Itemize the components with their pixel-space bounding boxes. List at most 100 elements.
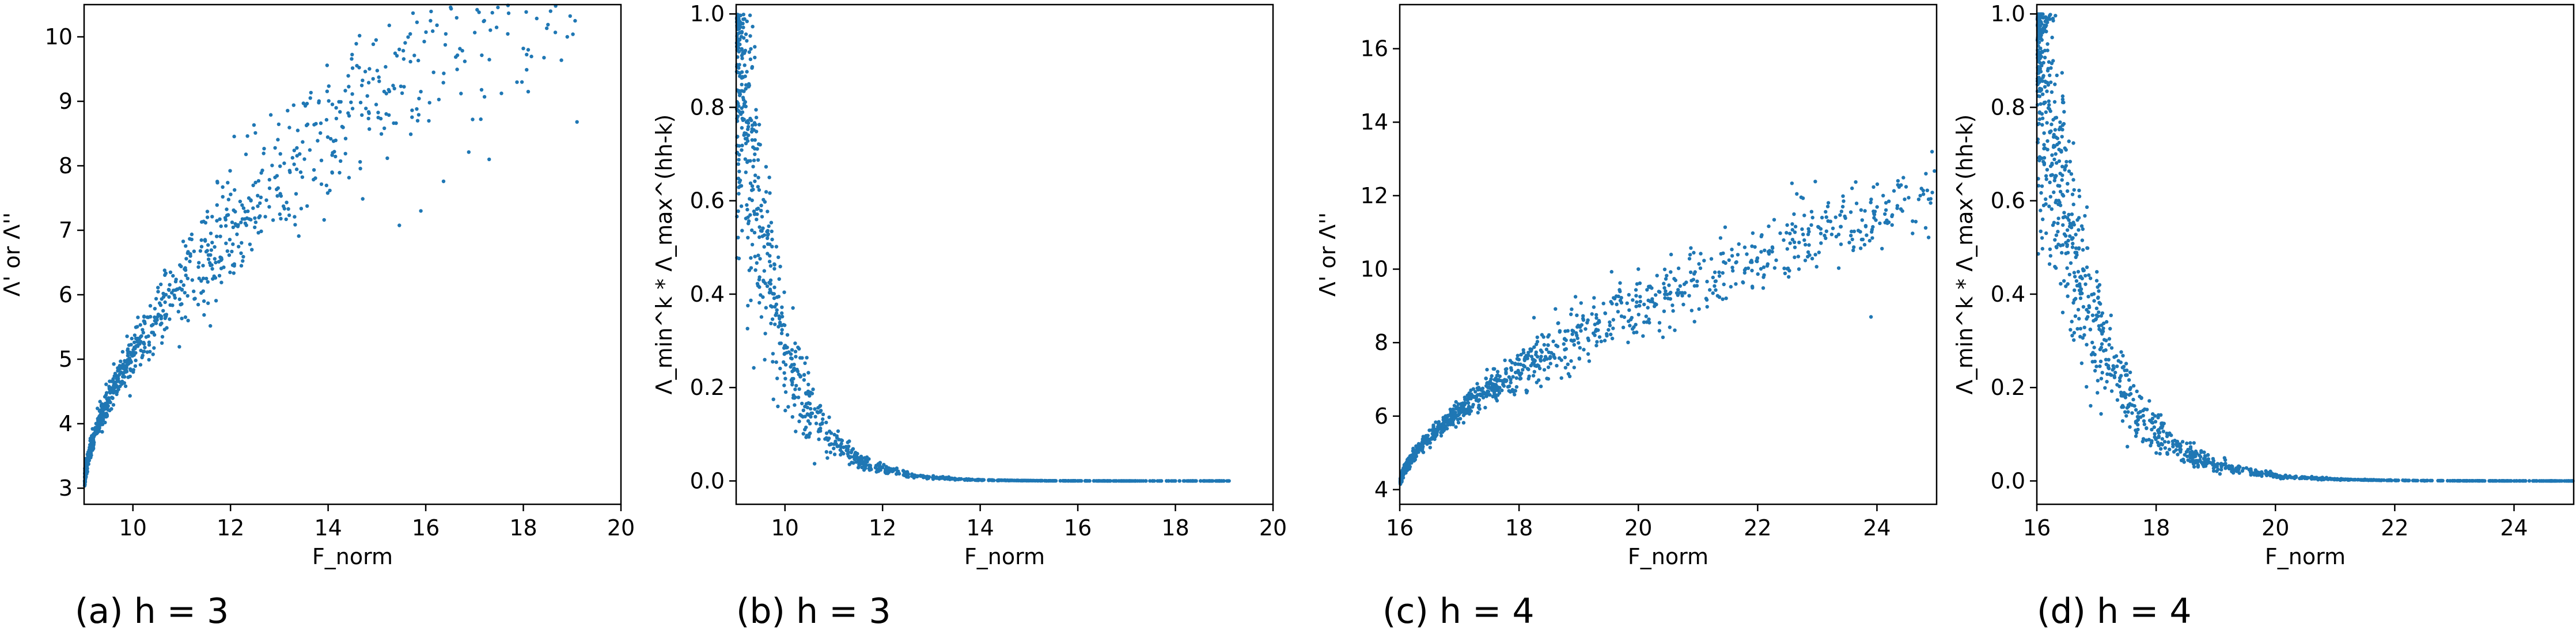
data-point — [2037, 94, 2042, 98]
data-point — [204, 276, 209, 281]
data-point — [2180, 458, 2185, 462]
data-point — [2219, 465, 2223, 469]
data-point — [2059, 150, 2063, 154]
x-tick-label: 20 — [607, 515, 635, 541]
data-point — [197, 261, 201, 265]
data-point — [1914, 219, 1918, 224]
data-point — [330, 102, 335, 106]
data-point — [2092, 345, 2096, 349]
data-point — [477, 10, 481, 14]
data-point — [417, 97, 421, 101]
data-point — [1661, 335, 1665, 340]
y-tick-label: 8 — [1374, 330, 1388, 355]
data-point — [156, 286, 160, 290]
data-point — [2071, 301, 2075, 305]
data-point — [292, 149, 296, 153]
data-point — [771, 292, 775, 296]
data-point — [2135, 419, 2139, 423]
data-point — [756, 158, 760, 162]
data-point — [1414, 444, 1418, 448]
data-point — [2115, 364, 2119, 368]
data-point — [118, 380, 122, 384]
data-point — [366, 81, 371, 85]
data-point — [2118, 376, 2122, 380]
data-point — [122, 381, 126, 385]
data-point — [2038, 89, 2042, 93]
x-tick-label: 22 — [1744, 515, 1771, 541]
data-point — [1647, 321, 1651, 325]
data-point — [2040, 184, 2044, 188]
data-point — [339, 100, 343, 104]
data-point — [2060, 128, 2064, 132]
data-point — [1698, 266, 1703, 271]
data-point — [1063, 479, 1067, 483]
data-point — [482, 95, 487, 99]
data-point — [1657, 290, 1661, 294]
data-point — [2077, 188, 2081, 192]
data-point — [276, 122, 281, 127]
data-point — [1505, 379, 1509, 383]
data-point — [105, 397, 109, 401]
data-point — [441, 81, 445, 85]
data-point — [2155, 428, 2160, 433]
data-point — [286, 109, 290, 113]
data-point — [2112, 374, 2116, 378]
data-point — [1804, 242, 1808, 247]
data-point — [359, 83, 364, 88]
data-point — [1458, 410, 1462, 414]
data-point — [354, 41, 358, 46]
data-point — [1774, 258, 1778, 263]
x-axis-label: F_norm — [964, 544, 1045, 569]
data-point — [1608, 320, 1612, 324]
data-point — [198, 249, 203, 253]
data-point — [1597, 318, 1601, 323]
data-point — [101, 417, 105, 421]
data-point — [819, 423, 823, 427]
data-point — [325, 135, 330, 139]
data-point — [473, 31, 477, 35]
data-point — [2083, 282, 2088, 286]
data-point — [2075, 218, 2079, 222]
data-point — [744, 170, 748, 174]
data-point — [737, 169, 741, 173]
data-point — [751, 188, 755, 192]
data-point — [2090, 340, 2094, 345]
data-point — [742, 89, 746, 93]
data-point — [1672, 277, 1676, 281]
data-point — [1831, 226, 1835, 230]
data-point — [196, 265, 200, 269]
data-point — [1546, 365, 1551, 370]
data-point — [2111, 368, 2115, 372]
data-point — [553, 31, 558, 35]
data-point — [2048, 13, 2052, 17]
data-point — [771, 352, 775, 356]
data-point — [347, 176, 351, 180]
data-point — [1157, 479, 1161, 483]
data-point — [2100, 342, 2104, 346]
data-point — [1603, 311, 1608, 315]
data-point — [2144, 438, 2149, 442]
data-point — [2036, 184, 2041, 188]
data-point — [1657, 321, 1662, 325]
data-point — [190, 278, 194, 282]
data-point — [128, 394, 132, 398]
data-point — [185, 294, 190, 298]
data-point — [1900, 209, 1904, 213]
data-point — [2107, 343, 2111, 347]
data-point — [766, 242, 770, 246]
data-point — [2260, 471, 2264, 476]
data-point — [2206, 453, 2210, 457]
y-tick-label: 0.2 — [690, 375, 725, 400]
data-point — [772, 296, 776, 301]
data-point — [167, 288, 171, 292]
y-tick-label: 16 — [1361, 36, 1388, 62]
data-point — [2040, 63, 2044, 68]
data-point — [1668, 325, 1672, 329]
data-point — [763, 281, 767, 286]
data-point — [1925, 188, 1929, 192]
data-point — [377, 79, 381, 83]
data-point — [2045, 139, 2050, 143]
data-point — [1826, 201, 1831, 205]
data-point — [1788, 241, 1792, 245]
